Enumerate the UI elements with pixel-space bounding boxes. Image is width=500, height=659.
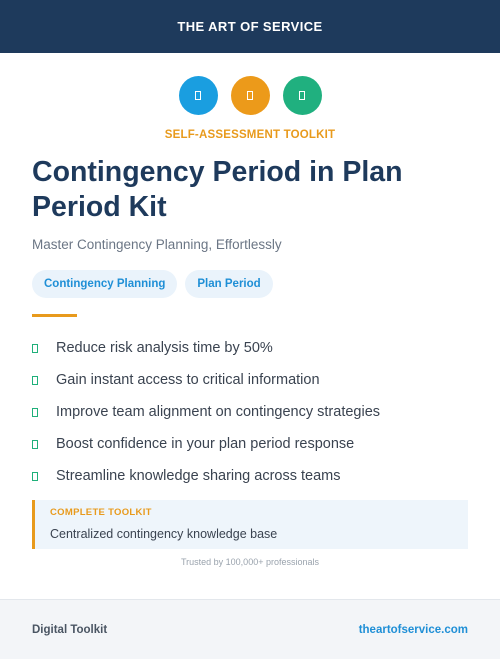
trusted-note: Trusted by 100,000+ professionals (180, 557, 319, 567)
header-bar: THE ART OF SERVICE (0, 0, 500, 53)
document-icon-blue (178, 76, 218, 115)
website-link[interactable]: theartofservice.com (358, 623, 468, 636)
tag-list: Contingency Planning Plan Period (32, 270, 273, 298)
benefit-text: Improve team alignment on contingency st… (56, 404, 381, 420)
benefit-item: Streamline knowledge sharing across team… (32, 460, 380, 492)
benefit-item: Improve team alignment on contingency st… (32, 396, 380, 428)
check-icon (32, 407, 38, 417)
page-subtitle: Master Contingency Planning, Effortlessl… (32, 237, 282, 252)
tag-plan-period[interactable]: Plan Period (185, 270, 273, 298)
document-icon (299, 91, 305, 100)
document-icon (195, 91, 201, 100)
check-icon (32, 343, 38, 353)
callout-label: COMPLETE TOOLKIT (50, 507, 152, 518)
toolkit-callout: COMPLETE TOOLKIT Centralized contingency… (32, 500, 468, 549)
toolkit-kicker: SELF-ASSESSMENT TOOLKIT (164, 129, 336, 141)
document-icon-green (282, 76, 322, 115)
check-icon (32, 439, 38, 449)
accent-divider (32, 314, 77, 317)
benefit-text: Streamline knowledge sharing across team… (56, 468, 341, 484)
brand-name: THE ART OF SERVICE (177, 19, 323, 34)
document-icon (247, 91, 253, 100)
benefit-item: Boost confidence in your plan period res… (32, 428, 380, 460)
check-icon (32, 375, 38, 385)
benefit-list: Reduce risk analysis time by 50% Gain in… (32, 332, 380, 492)
benefit-text: Boost confidence in your plan period res… (56, 436, 355, 452)
page-title: Contingency Period in Plan Period Kit (32, 156, 403, 223)
benefit-item: Reduce risk analysis time by 50% (32, 332, 380, 364)
footer-bar: Digital Toolkit theartofservice.com (0, 599, 500, 659)
benefit-text: Reduce risk analysis time by 50% (56, 340, 273, 356)
footer-label: Digital Toolkit (32, 623, 108, 636)
check-icon (32, 471, 38, 481)
callout-text: Centralized contingency knowledge base (50, 527, 278, 541)
tag-contingency-planning[interactable]: Contingency Planning (32, 270, 178, 298)
benefit-text: Gain instant access to critical informat… (56, 372, 320, 388)
icon-row (0, 76, 500, 115)
document-icon-orange (230, 76, 270, 115)
benefit-item: Gain instant access to critical informat… (32, 364, 380, 396)
